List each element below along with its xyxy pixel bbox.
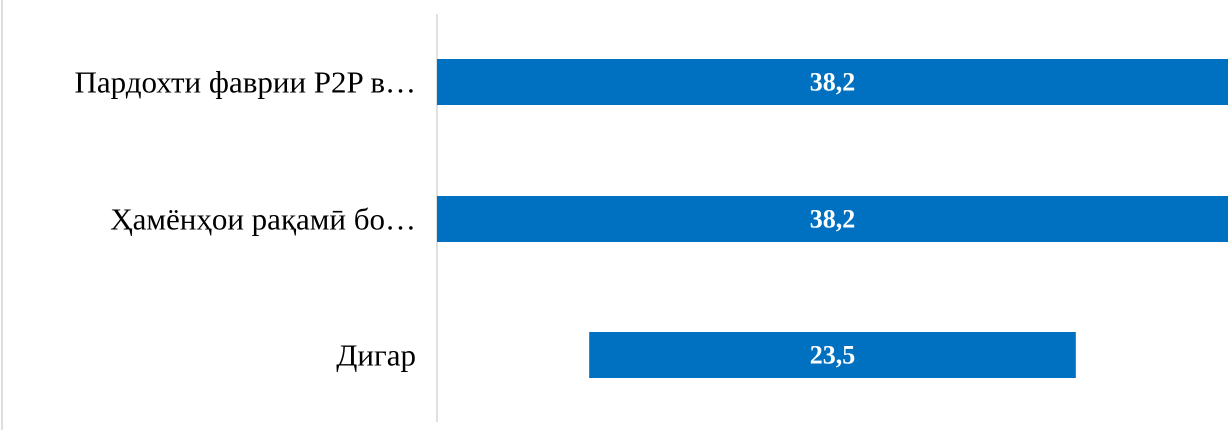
bars-group xyxy=(437,59,1228,378)
bar-3 xyxy=(589,332,1076,378)
data-label-1: 38,2 xyxy=(810,68,856,97)
category-label-1: Пардохти фаврии P2P в… xyxy=(75,65,416,100)
category-label-3: Дигар xyxy=(336,338,416,373)
bar-1 xyxy=(437,59,1228,105)
data-label-3: 23,5 xyxy=(810,341,856,370)
labels-group: 38,2 Пардохти фаврии P2P в… 38,2 Ҳамёнҳои р… xyxy=(75,65,856,373)
data-label-2: 38,2 xyxy=(810,205,856,234)
category-label-2: Ҳамёнҳои рақамӣ бо… xyxy=(110,202,416,237)
bar-2 xyxy=(437,196,1228,242)
